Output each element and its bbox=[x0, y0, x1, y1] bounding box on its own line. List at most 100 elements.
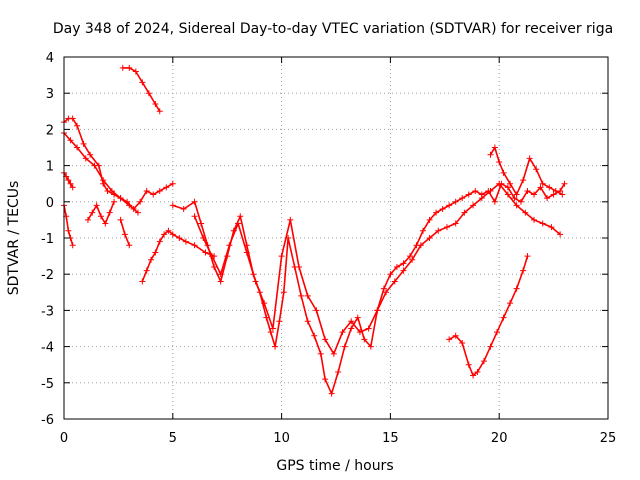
data-point bbox=[313, 307, 320, 314]
data-point bbox=[148, 256, 155, 263]
data-point bbox=[400, 267, 407, 274]
data-point bbox=[269, 325, 276, 332]
data-point bbox=[487, 343, 494, 350]
data-point bbox=[180, 206, 187, 213]
data-point bbox=[513, 285, 520, 292]
data-point bbox=[433, 209, 440, 216]
data-point bbox=[191, 242, 198, 249]
data-point bbox=[191, 198, 198, 205]
data-point bbox=[520, 267, 527, 274]
data-point bbox=[557, 231, 564, 238]
data-point bbox=[339, 329, 346, 336]
x-tick-label: 10 bbox=[273, 431, 290, 446]
data-point bbox=[487, 187, 494, 194]
data-point bbox=[126, 64, 133, 71]
data-point bbox=[517, 198, 524, 205]
data-point bbox=[311, 332, 318, 339]
data-point bbox=[470, 372, 477, 379]
data-point bbox=[226, 242, 233, 249]
data-point bbox=[152, 249, 159, 256]
y-tick-label: 0 bbox=[46, 196, 54, 211]
data-point bbox=[374, 307, 381, 314]
data-point bbox=[322, 376, 329, 383]
data-point bbox=[145, 90, 152, 97]
data-point bbox=[97, 213, 104, 220]
series-trace-11 bbox=[487, 144, 566, 198]
data-point bbox=[65, 177, 72, 184]
data-point bbox=[356, 329, 363, 336]
data-point bbox=[367, 343, 374, 350]
data-point bbox=[298, 292, 305, 299]
data-point bbox=[143, 187, 150, 194]
data-point bbox=[65, 227, 72, 234]
data-point bbox=[67, 137, 74, 144]
data-point bbox=[200, 235, 207, 241]
data-point bbox=[280, 289, 287, 296]
data-point bbox=[507, 300, 514, 307]
data-point bbox=[126, 202, 133, 209]
data-point bbox=[117, 216, 124, 223]
data-point bbox=[491, 198, 498, 205]
data-point bbox=[139, 278, 146, 285]
data-point bbox=[537, 184, 544, 191]
data-point bbox=[387, 271, 394, 278]
data-point bbox=[504, 184, 511, 191]
y-tick-label: -5 bbox=[41, 377, 54, 392]
data-point bbox=[121, 231, 128, 238]
data-point bbox=[393, 263, 400, 270]
data-point bbox=[287, 216, 294, 223]
data-point bbox=[531, 216, 538, 223]
data-point bbox=[169, 180, 176, 187]
data-point bbox=[91, 162, 98, 169]
data-point bbox=[526, 155, 533, 162]
data-point bbox=[480, 358, 487, 365]
data-point bbox=[198, 220, 205, 227]
data-point bbox=[139, 79, 146, 86]
y-tick-label: 3 bbox=[46, 87, 54, 102]
data-point bbox=[561, 180, 568, 187]
data-point bbox=[354, 314, 361, 321]
data-point bbox=[304, 318, 311, 325]
data-point bbox=[163, 184, 170, 191]
data-point bbox=[143, 267, 150, 274]
data-point bbox=[496, 180, 503, 187]
data-point bbox=[539, 220, 546, 227]
y-tick-label: 4 bbox=[46, 51, 54, 66]
data-point bbox=[435, 227, 442, 234]
data-point bbox=[452, 332, 459, 339]
data-point bbox=[383, 289, 390, 296]
data-point bbox=[559, 191, 566, 198]
data-point bbox=[243, 249, 250, 256]
data-point bbox=[524, 187, 531, 194]
data-point bbox=[278, 253, 285, 260]
series-trace-10 bbox=[191, 180, 564, 357]
data-point bbox=[341, 343, 348, 350]
y-tick-label: -3 bbox=[41, 304, 54, 319]
data-point bbox=[461, 209, 468, 216]
data-point bbox=[126, 242, 133, 249]
data-point bbox=[169, 231, 176, 238]
data-point bbox=[487, 151, 494, 158]
series-line bbox=[448, 255, 529, 377]
data-point bbox=[202, 249, 209, 256]
data-point bbox=[465, 361, 472, 368]
series-trace-1 bbox=[61, 115, 176, 213]
data-point bbox=[67, 180, 74, 187]
data-point bbox=[276, 318, 283, 325]
data-point bbox=[156, 187, 163, 194]
data-point bbox=[465, 191, 472, 198]
x-tick-label: 15 bbox=[382, 431, 399, 446]
series-line bbox=[63, 132, 139, 214]
x-tick-label: 25 bbox=[600, 431, 617, 446]
data-point bbox=[296, 263, 303, 270]
data-point bbox=[165, 227, 172, 234]
data-point bbox=[69, 184, 76, 191]
data-point bbox=[513, 191, 520, 198]
data-point bbox=[176, 235, 183, 241]
data-point bbox=[507, 180, 514, 187]
x-tick-label: 5 bbox=[169, 431, 177, 446]
data-point bbox=[380, 285, 387, 292]
data-point bbox=[87, 151, 94, 158]
data-point bbox=[134, 209, 141, 216]
